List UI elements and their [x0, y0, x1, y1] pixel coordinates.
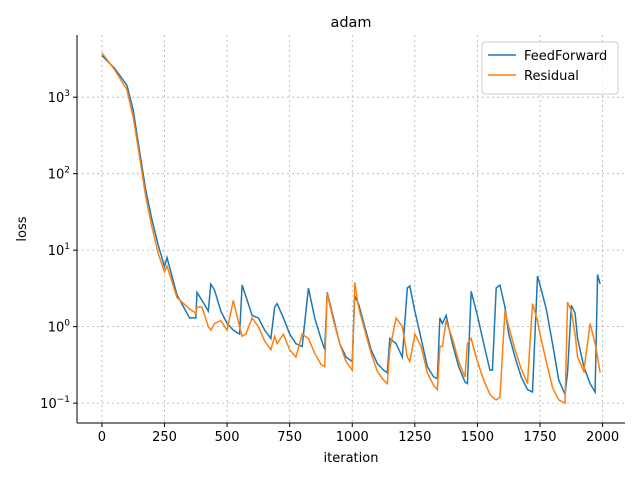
y-tick-label: 100 [48, 319, 71, 336]
y-tick-base: 10 [48, 168, 65, 183]
series-line [101, 55, 601, 398]
y-tick-base: 10 [48, 321, 65, 336]
x-axis-label: iteration [324, 451, 379, 466]
y-tick-base: 10 [48, 91, 65, 106]
y-tick-base: 10 [40, 397, 57, 412]
y-tick-exponent: −1 [57, 395, 70, 405]
x-tick-label: 1250 [398, 430, 431, 445]
x-tick-label: 250 [152, 430, 177, 445]
y-tick-base: 10 [48, 244, 65, 259]
x-tick-label: 750 [277, 430, 302, 445]
series-line [101, 52, 601, 405]
x-tick-label: 2000 [586, 430, 619, 445]
y-tick-exponent: 0 [64, 319, 70, 329]
legend-label: FeedForward [524, 49, 607, 64]
x-tick-label: 0 [98, 430, 106, 445]
y-axis-label: loss [15, 216, 30, 241]
x-tick-label: 500 [215, 430, 240, 445]
y-tick-label: 102 [48, 166, 70, 183]
y-tick-exponent: 1 [64, 242, 70, 252]
chart-title: adam [330, 15, 371, 31]
y-tick-exponent: 2 [64, 166, 70, 176]
y-tick-label: 103 [48, 89, 70, 106]
x-tick-label: 1500 [461, 430, 494, 445]
y-tick-label: 101 [48, 242, 70, 259]
x-tick-label: 1750 [523, 430, 556, 445]
legend-label: Residual [524, 69, 579, 84]
y-tick-label: 10−1 [40, 395, 70, 412]
y-tick-exponent: 3 [64, 89, 70, 99]
x-tick-label: 1000 [336, 430, 369, 445]
